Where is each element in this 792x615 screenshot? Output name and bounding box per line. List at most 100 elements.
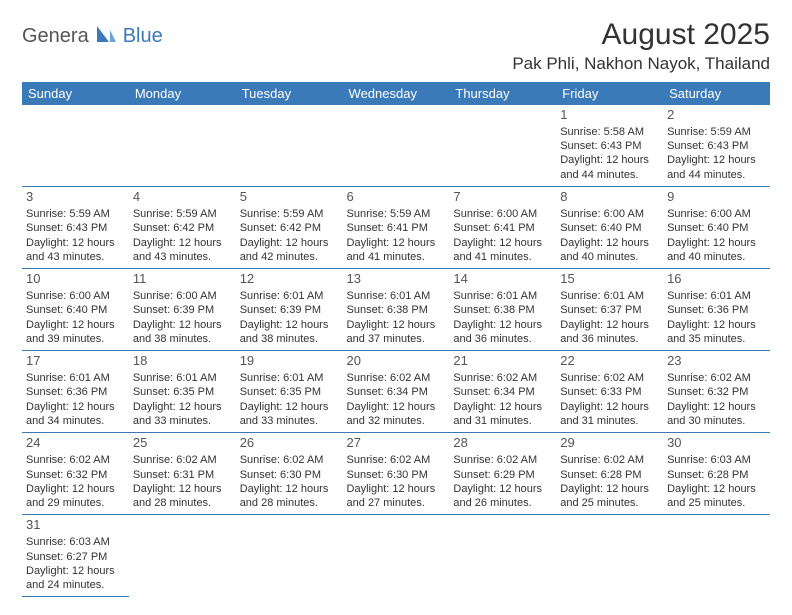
calendar-body: 1Sunrise: 5:58 AMSunset: 6:43 PMDaylight…: [22, 105, 770, 597]
sunrise-text: Sunrise: 5:59 AM: [240, 207, 339, 221]
calendar-day: 18Sunrise: 6:01 AMSunset: 6:35 PMDayligh…: [129, 351, 236, 433]
sunset-text: Sunset: 6:36 PM: [667, 303, 766, 317]
sunset-text: Sunset: 6:38 PM: [347, 303, 446, 317]
daylight-text: Daylight: 12 hours: [26, 564, 125, 578]
calendar-table: SundayMondayTuesdayWednesdayThursdayFrid…: [22, 82, 770, 597]
daylight-text: and 29 minutes.: [26, 496, 125, 510]
logo: Genera Blue: [22, 24, 163, 49]
sunrise-text: Sunrise: 6:03 AM: [667, 453, 766, 467]
daylight-text: Daylight: 12 hours: [133, 482, 232, 496]
calendar-empty: [22, 105, 129, 187]
daylight-text: Daylight: 12 hours: [347, 400, 446, 414]
sail-icon: [95, 24, 117, 49]
calendar-day: 7Sunrise: 6:00 AMSunset: 6:41 PMDaylight…: [449, 187, 556, 269]
logo-text-2: Blue: [123, 25, 163, 48]
daylight-text: and 31 minutes.: [560, 414, 659, 428]
calendar-day: 14Sunrise: 6:01 AMSunset: 6:38 PMDayligh…: [449, 269, 556, 351]
calendar-day: 15Sunrise: 6:01 AMSunset: 6:37 PMDayligh…: [556, 269, 663, 351]
day-number: 2: [667, 107, 766, 124]
calendar-day: 23Sunrise: 6:02 AMSunset: 6:32 PMDayligh…: [663, 351, 770, 433]
daylight-text: Daylight: 12 hours: [26, 318, 125, 332]
sunrise-text: Sunrise: 6:01 AM: [240, 289, 339, 303]
sunrise-text: Sunrise: 6:02 AM: [26, 453, 125, 467]
day-number: 11: [133, 271, 232, 288]
sunset-text: Sunset: 6:43 PM: [667, 139, 766, 153]
daylight-text: and 40 minutes.: [667, 250, 766, 264]
logo-text-1: Genera: [22, 25, 89, 48]
calendar-day: 29Sunrise: 6:02 AMSunset: 6:28 PMDayligh…: [556, 433, 663, 515]
daylight-text: and 30 minutes.: [667, 414, 766, 428]
daylight-text: and 25 minutes.: [667, 496, 766, 510]
day-number: 30: [667, 435, 766, 452]
day-number: 17: [26, 353, 125, 370]
sunset-text: Sunset: 6:32 PM: [26, 468, 125, 482]
sunrise-text: Sunrise: 5:59 AM: [667, 125, 766, 139]
sunset-text: Sunset: 6:39 PM: [240, 303, 339, 317]
sunset-text: Sunset: 6:42 PM: [133, 221, 232, 235]
sunset-text: Sunset: 6:28 PM: [667, 468, 766, 482]
day-header: Tuesday: [236, 82, 343, 105]
calendar-empty: [343, 515, 450, 597]
sunset-text: Sunset: 6:41 PM: [347, 221, 446, 235]
sunset-text: Sunset: 6:31 PM: [133, 468, 232, 482]
day-header: Saturday: [663, 82, 770, 105]
sunrise-text: Sunrise: 6:02 AM: [240, 453, 339, 467]
sunset-text: Sunset: 6:43 PM: [560, 139, 659, 153]
calendar-day: 25Sunrise: 6:02 AMSunset: 6:31 PMDayligh…: [129, 433, 236, 515]
daylight-text: and 26 minutes.: [453, 496, 552, 510]
sunset-text: Sunset: 6:35 PM: [240, 385, 339, 399]
daylight-text: and 25 minutes.: [560, 496, 659, 510]
day-number: 4: [133, 189, 232, 206]
sunset-text: Sunset: 6:28 PM: [560, 468, 659, 482]
sunrise-text: Sunrise: 6:01 AM: [240, 371, 339, 385]
day-number: 21: [453, 353, 552, 370]
sunset-text: Sunset: 6:36 PM: [26, 385, 125, 399]
calendar-week: 31Sunrise: 6:03 AMSunset: 6:27 PMDayligh…: [22, 515, 770, 597]
daylight-text: Daylight: 12 hours: [453, 482, 552, 496]
daylight-text: and 40 minutes.: [560, 250, 659, 264]
sunset-text: Sunset: 6:35 PM: [133, 385, 232, 399]
calendar-day: 28Sunrise: 6:02 AMSunset: 6:29 PMDayligh…: [449, 433, 556, 515]
daylight-text: Daylight: 12 hours: [560, 236, 659, 250]
daylight-text: and 39 minutes.: [26, 332, 125, 346]
sunset-text: Sunset: 6:34 PM: [453, 385, 552, 399]
calendar-day: 31Sunrise: 6:03 AMSunset: 6:27 PMDayligh…: [22, 515, 129, 597]
calendar-empty: [236, 105, 343, 187]
sunset-text: Sunset: 6:27 PM: [26, 550, 125, 564]
sunset-text: Sunset: 6:39 PM: [133, 303, 232, 317]
sunrise-text: Sunrise: 5:58 AM: [560, 125, 659, 139]
calendar-day: 12Sunrise: 6:01 AMSunset: 6:39 PMDayligh…: [236, 269, 343, 351]
daylight-text: and 36 minutes.: [560, 332, 659, 346]
daylight-text: and 31 minutes.: [453, 414, 552, 428]
sunrise-text: Sunrise: 6:00 AM: [667, 207, 766, 221]
calendar-day: 16Sunrise: 6:01 AMSunset: 6:36 PMDayligh…: [663, 269, 770, 351]
sunrise-text: Sunrise: 6:01 AM: [26, 371, 125, 385]
calendar-week: 10Sunrise: 6:00 AMSunset: 6:40 PMDayligh…: [22, 269, 770, 351]
day-number: 6: [347, 189, 446, 206]
daylight-text: Daylight: 12 hours: [453, 236, 552, 250]
daylight-text: and 33 minutes.: [133, 414, 232, 428]
day-number: 27: [347, 435, 446, 452]
day-number: 25: [133, 435, 232, 452]
sunrise-text: Sunrise: 6:02 AM: [347, 453, 446, 467]
daylight-text: and 41 minutes.: [347, 250, 446, 264]
day-number: 1: [560, 107, 659, 124]
sunrise-text: Sunrise: 5:59 AM: [133, 207, 232, 221]
calendar-day: 17Sunrise: 6:01 AMSunset: 6:36 PMDayligh…: [22, 351, 129, 433]
daylight-text: Daylight: 12 hours: [560, 153, 659, 167]
calendar-empty: [556, 515, 663, 597]
calendar-week: 3Sunrise: 5:59 AMSunset: 6:43 PMDaylight…: [22, 187, 770, 269]
calendar-day: 19Sunrise: 6:01 AMSunset: 6:35 PMDayligh…: [236, 351, 343, 433]
day-number: 26: [240, 435, 339, 452]
sunrise-text: Sunrise: 5:59 AM: [347, 207, 446, 221]
calendar-day: 11Sunrise: 6:00 AMSunset: 6:39 PMDayligh…: [129, 269, 236, 351]
calendar-empty: [343, 105, 450, 187]
calendar-day: 22Sunrise: 6:02 AMSunset: 6:33 PMDayligh…: [556, 351, 663, 433]
calendar-week: 17Sunrise: 6:01 AMSunset: 6:36 PMDayligh…: [22, 351, 770, 433]
daylight-text: Daylight: 12 hours: [347, 236, 446, 250]
calendar-empty: [236, 515, 343, 597]
daylight-text: Daylight: 12 hours: [347, 318, 446, 332]
sunset-text: Sunset: 6:30 PM: [347, 468, 446, 482]
day-number: 16: [667, 271, 766, 288]
daylight-text: Daylight: 12 hours: [347, 482, 446, 496]
